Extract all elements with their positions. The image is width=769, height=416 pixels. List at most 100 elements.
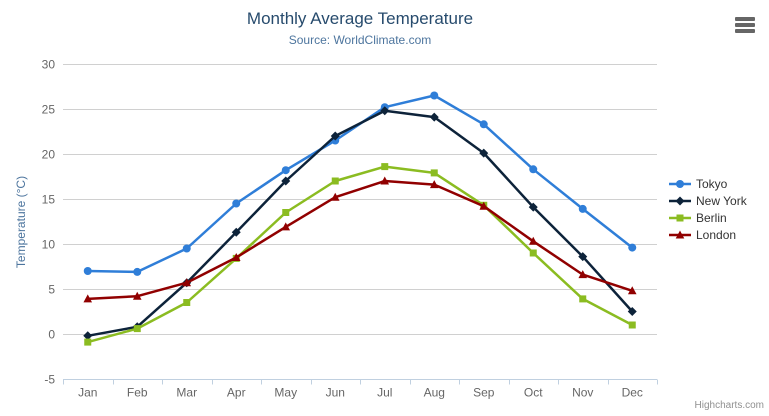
data-point-berlin-mar[interactable]: [183, 299, 191, 306]
data-point-london-may[interactable]: [281, 222, 291, 231]
data-point-tokyo-may[interactable]: [281, 166, 290, 175]
data-point-tokyo-nov[interactable]: [578, 204, 587, 213]
y-axis-tick-label: 30: [42, 58, 56, 72]
data-point-new-york-jun[interactable]: [330, 131, 340, 141]
data-point-london-jun[interactable]: [330, 192, 340, 201]
x-axis-tick-label: Oct: [524, 386, 543, 400]
data-point-new-york-sep[interactable]: [479, 148, 489, 158]
data-point-new-york-apr[interactable]: [231, 227, 241, 237]
data-point-tokyo-jan[interactable]: [83, 267, 92, 275]
legend-symbol-square-icon: [669, 214, 691, 222]
chart-subtitle: Source: WorldClimate.com: [288, 33, 432, 47]
x-axis-tick-label: Apr: [227, 386, 246, 400]
data-point-berlin-jul[interactable]: [381, 163, 389, 171]
series-group: [83, 91, 637, 346]
data-point-tokyo-aug[interactable]: [430, 91, 439, 100]
export-menu-button[interactable]: [734, 17, 756, 33]
data-point-tokyo-sep[interactable]: [479, 120, 488, 129]
data-point-london-aug[interactable]: [429, 180, 439, 189]
x-axis-tick-label: Mar: [176, 386, 197, 400]
data-point-new-york-jul[interactable]: [380, 106, 390, 116]
legend-item-label: Berlin: [696, 211, 727, 225]
x-axis-tick-label: Aug: [424, 386, 445, 400]
series-tokyo: [83, 91, 637, 276]
data-point-berlin-oct[interactable]: [529, 249, 537, 257]
data-point-new-york-may[interactable]: [281, 176, 291, 186]
y-axis-labels: -5 0 5 10 15 20 25 30: [42, 58, 56, 387]
y-axis-tick-label: -5: [44, 373, 55, 387]
series-new-york: [83, 106, 637, 341]
legend-item-tokyo[interactable]: Tokyo: [669, 177, 747, 191]
data-point-london-jul[interactable]: [380, 176, 390, 185]
data-point-london-feb[interactable]: [132, 291, 142, 300]
x-axis-tick-label: Nov: [572, 386, 593, 400]
data-point-new-york-oct[interactable]: [528, 202, 538, 212]
series-line-new-york: [86, 109, 634, 338]
y-axis-tick-label: 25: [42, 103, 56, 117]
legend-symbol-diamond-icon: [669, 196, 691, 206]
data-point-berlin-nov[interactable]: [579, 295, 587, 303]
data-point-tokyo-dec[interactable]: [628, 243, 637, 252]
legend-symbol-circle-icon: [669, 180, 691, 188]
legend-marker-circle-icon: [676, 180, 684, 188]
legend-item-label: New York: [696, 194, 747, 208]
data-point-berlin-dec[interactable]: [628, 321, 636, 329]
data-point-new-york-dec[interactable]: [627, 307, 637, 316]
y-axis-title: Temperature (°C): [14, 176, 28, 268]
data-point-berlin-jan[interactable]: [84, 338, 92, 346]
legend-marker-triangle-icon: [675, 230, 685, 239]
legend-item-label: London: [696, 228, 737, 242]
hamburger-icon: [735, 23, 755, 27]
legend-item-berlin[interactable]: Berlin: [669, 211, 747, 225]
data-point-london-dec[interactable]: [627, 286, 637, 295]
legend-symbol-triangle-icon: [669, 230, 691, 239]
y-axis-tick-label: 0: [48, 328, 55, 342]
legend-marker-diamond-icon: [675, 196, 685, 206]
y-axis-tick-label: 10: [42, 238, 56, 252]
x-axis-labels: Jan Feb Mar Apr May Jun Jul Aug Sep Oct Nov Dec: [78, 386, 643, 400]
x-axis-tick-label: Feb: [127, 386, 148, 400]
data-point-new-york-aug[interactable]: [429, 112, 439, 122]
legend-item-london[interactable]: London: [669, 228, 747, 242]
data-point-berlin-jun[interactable]: [331, 177, 339, 185]
x-axis-tick-label: Sep: [473, 386, 495, 400]
hamburger-icon: [735, 17, 755, 21]
hamburger-icon: [735, 29, 755, 33]
credits[interactable]: Highcharts.com: [694, 400, 764, 411]
data-point-london-mar[interactable]: [182, 278, 192, 287]
x-axis-tick-label: Jan: [78, 386, 97, 400]
y-axis-tick-label: 5: [48, 283, 55, 297]
data-point-london-apr[interactable]: [231, 253, 241, 261]
data-point-berlin-aug[interactable]: [430, 169, 438, 177]
data-point-london-jan[interactable]: [83, 294, 93, 303]
data-point-tokyo-feb[interactable]: [133, 267, 142, 276]
x-axis-tick-label: Jul: [377, 386, 392, 400]
y-axis-tick-label: 15: [42, 193, 56, 207]
data-point-london-nov[interactable]: [578, 270, 588, 279]
y-axis-tick-label: 20: [42, 148, 56, 162]
series-line-london: [86, 179, 634, 301]
x-axis-tick-label: Jun: [326, 386, 345, 400]
series-line-berlin: [86, 165, 634, 344]
series-london: [83, 176, 637, 303]
legend-item-new-york[interactable]: New York: [669, 194, 747, 208]
data-point-london-oct[interactable]: [528, 236, 538, 245]
data-point-berlin-feb[interactable]: [133, 325, 141, 333]
x-axis: [63, 379, 658, 385]
legend-item-label: Tokyo: [696, 177, 728, 191]
data-point-tokyo-mar[interactable]: [182, 244, 191, 253]
series-line-tokyo: [86, 94, 634, 274]
data-point-new-york-nov[interactable]: [578, 252, 588, 262]
legend-marker-square-icon: [676, 214, 684, 222]
gridlines: [63, 64, 657, 380]
chart-title: Monthly Average Temperature: [246, 9, 474, 28]
x-axis-tick-label: May: [274, 386, 297, 400]
x-axis-tick-label: Dec: [622, 386, 643, 400]
data-point-london-sep[interactable]: [479, 201, 489, 210]
data-point-berlin-may[interactable]: [282, 209, 290, 216]
legend: Tokyo New York Berlin London: [669, 177, 747, 242]
data-point-tokyo-apr[interactable]: [232, 199, 241, 208]
data-point-new-york-jan[interactable]: [83, 331, 93, 341]
data-point-tokyo-oct[interactable]: [529, 165, 538, 174]
